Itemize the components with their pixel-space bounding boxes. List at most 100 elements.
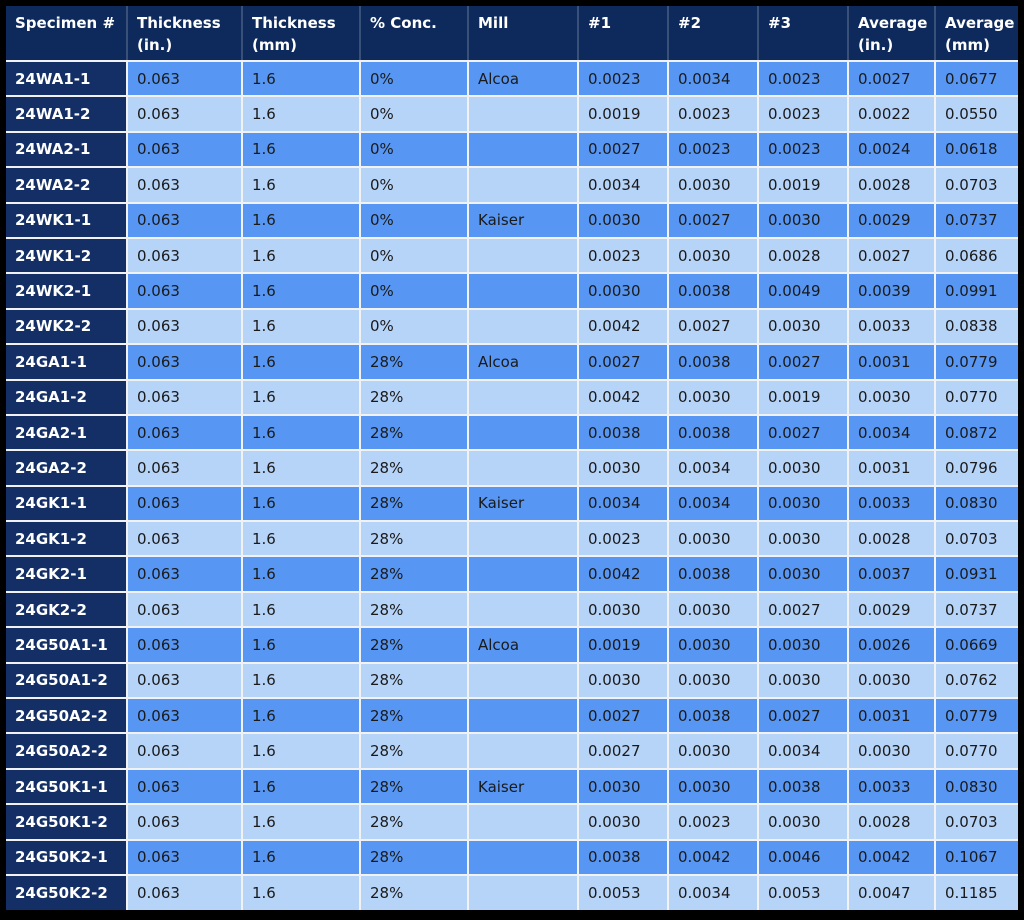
data-cell: 0.0023 xyxy=(757,59,849,98)
data-cell: 1.6 xyxy=(241,590,361,629)
data-cell: 0.0042 xyxy=(577,307,669,346)
specimen-cell: 24WA1-1 xyxy=(6,59,128,98)
data-cell: 0.0618 xyxy=(934,130,1018,169)
data-cell: 0.0030 xyxy=(667,236,759,275)
data-cell: 0.063 xyxy=(126,484,243,523)
data-cell: 0.0049 xyxy=(757,272,849,310)
data-cell: 0.0030 xyxy=(757,201,849,239)
data-cell: 28% xyxy=(359,838,469,876)
data-cell xyxy=(467,590,579,629)
data-cell: 1.6 xyxy=(241,838,361,876)
data-cell: 0.0019 xyxy=(757,378,849,416)
data-cell: 0.0027 xyxy=(577,697,669,735)
data-cell: 0.063 xyxy=(126,767,243,806)
data-cell: 0.0030 xyxy=(577,590,669,629)
data-cell: 1.6 xyxy=(241,378,361,416)
table-row: 24WA2-1 0.063 1.6 0% 0.0027 0.0023 0.0023 0.002… xyxy=(6,130,1018,169)
table-row: 24G50A1-1 0.063 1.6 28% Alcoa 0.0019 0.0030 0.0… xyxy=(6,626,1018,664)
data-cell: 0.063 xyxy=(126,272,243,310)
data-cell: 0.0770 xyxy=(934,378,1018,416)
data-cell: 0.0029 xyxy=(847,590,936,629)
data-cell: 1.6 xyxy=(241,201,361,239)
data-cell: 0.0023 xyxy=(667,130,759,169)
data-cell: 0% xyxy=(359,166,469,204)
data-cell: 0.0023 xyxy=(667,95,759,133)
data-cell: 0% xyxy=(359,95,469,133)
data-cell: 0.0042 xyxy=(577,555,669,593)
data-cell: 0.0038 xyxy=(577,413,669,452)
data-cell: Alcoa xyxy=(467,343,579,381)
data-cell: 28% xyxy=(359,378,469,416)
column-header: #2 xyxy=(667,6,759,62)
data-cell: 0.0030 xyxy=(757,555,849,593)
table-row: 24WK1-1 0.063 1.6 0% Kaiser 0.0030 0.0027 0.003… xyxy=(6,201,1018,239)
data-cell: 0.0030 xyxy=(667,767,759,806)
data-cell: 0.0039 xyxy=(847,272,936,310)
data-cell: 0.0779 xyxy=(934,343,1018,381)
data-cell: 0.0030 xyxy=(757,803,849,841)
data-cell: 0.0030 xyxy=(757,661,849,700)
data-cell: 1.6 xyxy=(241,236,361,275)
column-header: Average (mm) xyxy=(934,6,1018,62)
data-cell: Kaiser xyxy=(467,767,579,806)
table-row: 24G50K1-1 0.063 1.6 28% Kaiser 0.0030 0.0030 0.… xyxy=(6,767,1018,806)
specimen-cell: 24G50A1-1 xyxy=(6,626,128,664)
data-cell: 0.0027 xyxy=(847,236,936,275)
data-cell: 0.0027 xyxy=(757,413,849,452)
data-cell: 28% xyxy=(359,449,469,487)
data-cell: 1.6 xyxy=(241,272,361,310)
data-cell: 28% xyxy=(359,413,469,452)
data-cell: 0.0019 xyxy=(577,626,669,664)
specimen-cell: 24WA2-2 xyxy=(6,166,128,204)
data-cell xyxy=(467,803,579,841)
data-cell: 0.0019 xyxy=(577,95,669,133)
data-cell: 1.6 xyxy=(241,520,361,558)
data-cell: 0.0669 xyxy=(934,626,1018,664)
data-cell: 0.0027 xyxy=(577,130,669,169)
column-header: Specimen # xyxy=(6,6,128,62)
data-cell: 0.0872 xyxy=(934,413,1018,452)
data-cell: 0.063 xyxy=(126,697,243,735)
specimen-measurement-table: Specimen # Thickness (in.) Thickness (mm)%… xyxy=(6,6,1018,911)
data-cell xyxy=(467,520,579,558)
data-cell: 0.0030 xyxy=(667,661,759,700)
data-cell: 0.0038 xyxy=(667,555,759,593)
specimen-cell: 24GA1-2 xyxy=(6,378,128,416)
data-cell: 0.063 xyxy=(126,449,243,487)
data-cell: Kaiser xyxy=(467,201,579,239)
data-cell xyxy=(467,661,579,700)
data-cell: 1.6 xyxy=(241,343,361,381)
data-cell: 0.063 xyxy=(126,59,243,98)
data-cell: 0.0030 xyxy=(577,201,669,239)
specimen-cell: 24G50A2-2 xyxy=(6,697,128,735)
table-row: 24WA1-2 0.063 1.6 0% 0.0019 0.0023 0.0023 0.002… xyxy=(6,95,1018,133)
data-cell: Alcoa xyxy=(467,626,579,664)
specimen-cell: 24WA2-1 xyxy=(6,130,128,169)
table-row: 24GK2-2 0.063 1.6 28% 0.0030 0.0030 0.0027 0.00… xyxy=(6,590,1018,629)
specimen-cell: 24G50A1-2 xyxy=(6,661,128,700)
data-cell: Kaiser xyxy=(467,484,579,523)
specimen-cell: 24GK2-2 xyxy=(6,590,128,629)
data-cell xyxy=(467,449,579,487)
data-cell: 0.0034 xyxy=(847,413,936,452)
data-cell: 28% xyxy=(359,343,469,381)
data-cell: 28% xyxy=(359,520,469,558)
data-cell xyxy=(467,95,579,133)
data-cell: 0.0042 xyxy=(847,838,936,876)
data-cell: 28% xyxy=(359,661,469,700)
data-cell: 0.0033 xyxy=(847,767,936,806)
data-cell: 0.0030 xyxy=(847,732,936,770)
data-cell: 0.0030 xyxy=(577,661,669,700)
specimen-cell: 24GA2-2 xyxy=(6,449,128,487)
data-cell: 0.0028 xyxy=(757,236,849,275)
data-cell: 0% xyxy=(359,236,469,275)
data-cell: 0.0686 xyxy=(934,236,1018,275)
table-row: 24WK1-2 0.063 1.6 0% 0.0023 0.0030 0.0028 0.002… xyxy=(6,236,1018,275)
data-cell: 1.6 xyxy=(241,697,361,735)
data-cell: 0.0030 xyxy=(577,767,669,806)
data-cell: 0.0038 xyxy=(667,697,759,735)
data-cell: 1.6 xyxy=(241,767,361,806)
data-cell: 0.063 xyxy=(126,732,243,770)
data-cell: 0.063 xyxy=(126,343,243,381)
data-cell: 0.0027 xyxy=(847,59,936,98)
